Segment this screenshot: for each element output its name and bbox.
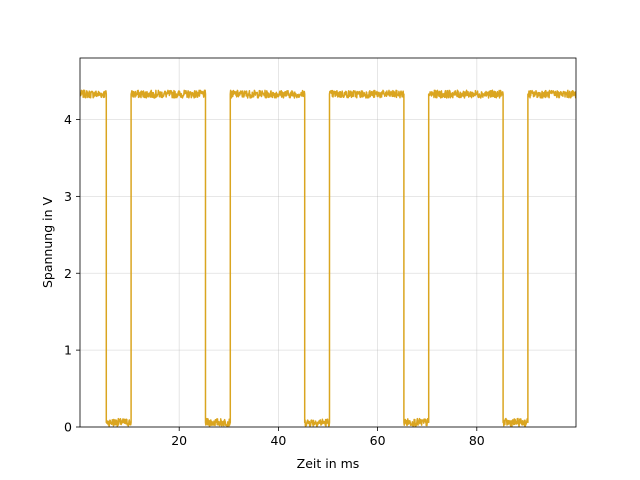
y-axis-ticks: 0 1 2 3 4 <box>64 112 80 435</box>
signal-series <box>80 89 576 427</box>
x-axis-label: Zeit in ms <box>297 456 360 471</box>
grid <box>80 58 576 428</box>
x-tick-label: 40 <box>270 433 286 448</box>
x-tick-label: 20 <box>171 433 187 448</box>
plot-frame <box>79 57 577 428</box>
y-tick-label: 1 <box>64 343 72 358</box>
x-tick-label: 60 <box>370 433 386 448</box>
signal-line <box>80 89 576 427</box>
y-tick-label: 0 <box>64 420 72 435</box>
y-tick-label: 2 <box>64 266 72 281</box>
y-tick-label: 4 <box>64 112 72 127</box>
y-axis-label: Spannung in V <box>40 197 55 288</box>
x-tick-label: 80 <box>469 433 485 448</box>
y-tick-label: 3 <box>64 189 72 204</box>
x-axis-ticks: 20 40 60 80 <box>171 427 485 448</box>
